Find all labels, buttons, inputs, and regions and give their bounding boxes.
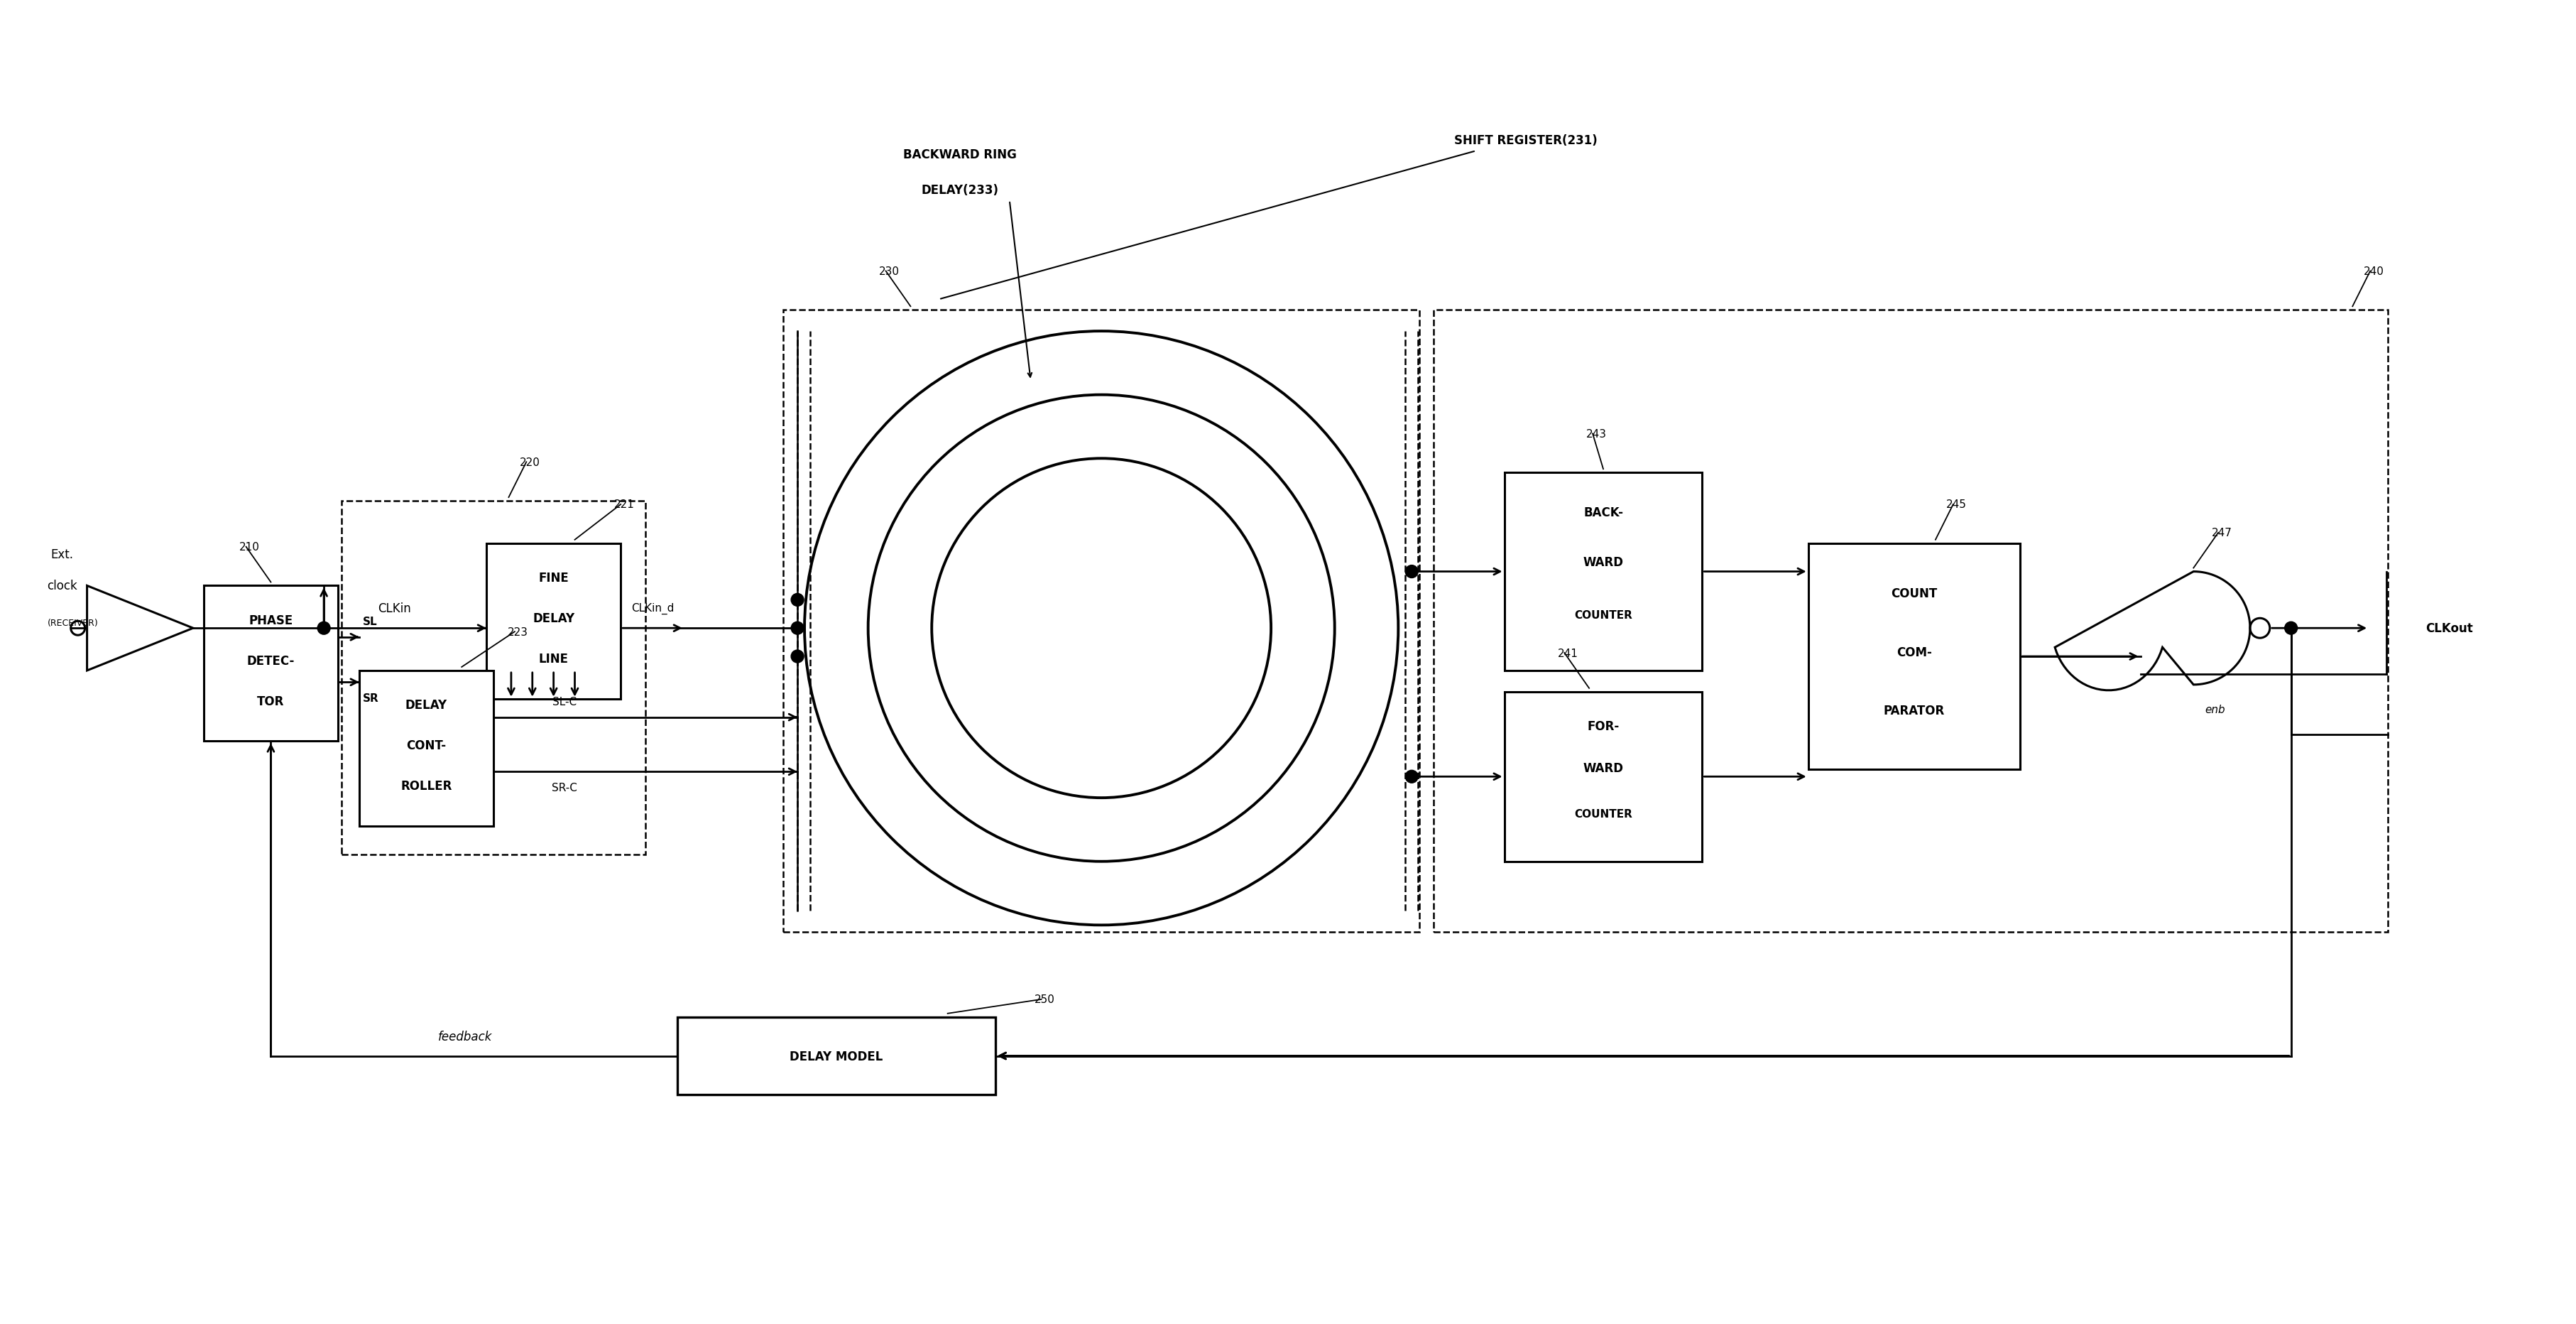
Bar (343, 502, 647, 854)
Circle shape (791, 650, 804, 663)
Bar (204, 587, 337, 741)
Text: DELAY: DELAY (533, 612, 574, 625)
Text: 247: 247 (2213, 528, 2231, 539)
Text: WARD: WARD (1584, 763, 1623, 775)
Text: DELAY MODEL: DELAY MODEL (791, 1050, 884, 1062)
Bar (783, 310, 1419, 932)
Text: CLKin: CLKin (379, 602, 412, 616)
Text: CLKin_d: CLKin_d (631, 602, 675, 614)
Text: ROLLER: ROLLER (402, 780, 451, 792)
Text: SR: SR (363, 692, 379, 703)
Text: 220: 220 (520, 457, 541, 467)
Circle shape (791, 593, 804, 606)
Text: BACK-: BACK- (1584, 506, 1623, 519)
Circle shape (791, 622, 804, 634)
Text: PARATOR: PARATOR (1883, 704, 1945, 718)
Text: FOR-: FOR- (1587, 719, 1620, 732)
Text: 223: 223 (507, 626, 528, 637)
Text: CONT-: CONT- (407, 739, 446, 752)
Bar (1435, 310, 2388, 932)
Text: CLKout: CLKout (2427, 622, 2473, 634)
Bar (1504, 692, 1703, 862)
Text: COUNTER: COUNTER (1574, 809, 1633, 820)
Text: feedback: feedback (438, 1030, 492, 1042)
Text: 241: 241 (1558, 647, 1579, 658)
Text: SL: SL (363, 617, 376, 628)
Text: SHIFT REGISTER(231): SHIFT REGISTER(231) (1453, 134, 1597, 147)
Bar (358, 671, 495, 826)
Text: enb: enb (2205, 704, 2226, 715)
Text: COUNTER: COUNTER (1574, 610, 1633, 621)
Text: COM-: COM- (1896, 646, 1932, 658)
Polygon shape (88, 587, 193, 671)
Text: SL-C: SL-C (551, 696, 577, 707)
Text: 230: 230 (878, 266, 899, 277)
Text: DELAY: DELAY (404, 699, 448, 711)
Text: 250: 250 (1036, 994, 1056, 1005)
Text: SR-C: SR-C (551, 782, 577, 793)
Circle shape (2285, 622, 2298, 634)
Text: TOR: TOR (258, 695, 283, 707)
Text: 221: 221 (613, 499, 634, 510)
Text: DELAY(233): DELAY(233) (922, 184, 999, 197)
Text: DETEC-: DETEC- (247, 654, 294, 667)
Text: COUNT: COUNT (1891, 587, 1937, 600)
Text: 245: 245 (1947, 499, 1968, 510)
Bar (1808, 544, 2020, 769)
Text: 240: 240 (2365, 266, 2383, 277)
Bar (1504, 473, 1703, 671)
Circle shape (1406, 771, 1417, 784)
Text: FINE: FINE (538, 572, 569, 584)
Text: (RECEIVER): (RECEIVER) (46, 618, 98, 628)
Text: Ext.: Ext. (52, 548, 75, 560)
Text: PHASE: PHASE (250, 614, 294, 626)
Text: 243: 243 (1587, 429, 1607, 440)
Bar (487, 544, 621, 699)
Circle shape (1406, 565, 1417, 579)
Text: WARD: WARD (1584, 556, 1623, 568)
Circle shape (317, 622, 330, 634)
Text: clock: clock (46, 580, 77, 592)
Bar (677, 1017, 994, 1095)
Polygon shape (2056, 572, 2249, 691)
Text: 210: 210 (240, 542, 260, 552)
Text: BACKWARD RING: BACKWARD RING (904, 148, 1018, 162)
Text: LINE: LINE (538, 653, 569, 665)
